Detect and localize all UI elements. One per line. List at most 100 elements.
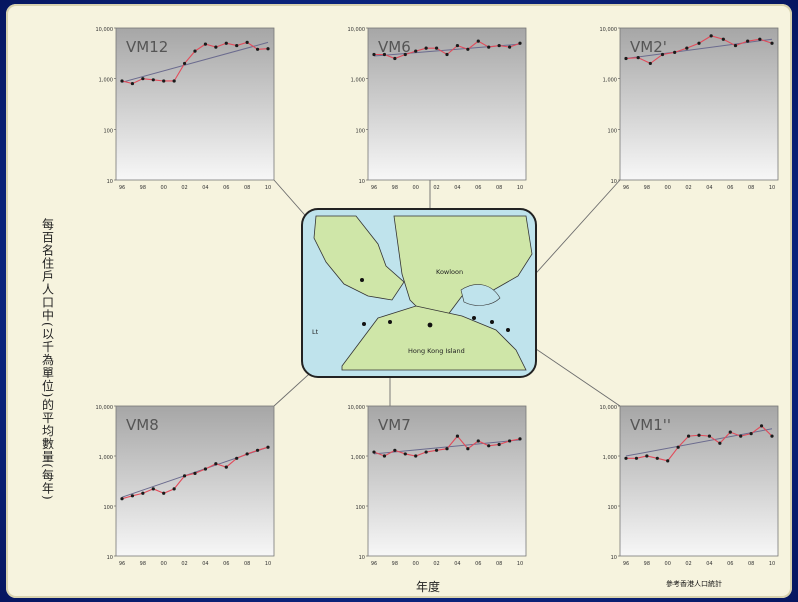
- data-point: [245, 40, 249, 44]
- y-tick-label: 1,000: [351, 455, 365, 461]
- data-point: [634, 456, 639, 460]
- x-tick-label: 04: [454, 185, 460, 191]
- data-point: [235, 456, 239, 460]
- y-tick-label: 10,000: [348, 27, 366, 33]
- data-point: [721, 37, 725, 41]
- chart-5: 10,000 1,000 100 10 96 98 00 02 04 06 08 10 VM7: [348, 405, 527, 567]
- x-tick-label: 00: [413, 561, 419, 567]
- x-tick-label: 08: [748, 561, 754, 567]
- chart-title: VM8: [126, 416, 159, 434]
- data-point: [182, 61, 187, 66]
- x-tick-label: 98: [140, 561, 146, 567]
- chart-1: 10,000 1,000 100 10 96 98 00 02 04 06 08 10 VM12: [96, 27, 275, 191]
- x-tick-label: 00: [665, 561, 671, 567]
- y-tick-label: 1,000: [99, 78, 113, 84]
- data-point: [676, 445, 680, 449]
- x-tick-label: 10: [517, 185, 523, 191]
- data-point: [497, 442, 501, 447]
- x-tick-label: 08: [496, 561, 502, 567]
- data-point: [445, 52, 449, 57]
- y-tick-label: 1,000: [351, 78, 365, 84]
- data-point: [141, 491, 145, 495]
- data-point: [245, 452, 249, 456]
- data-point: [235, 43, 239, 48]
- data-point: [224, 465, 228, 469]
- y-tick-label: 10,000: [96, 405, 114, 411]
- y-tick-label: 100: [103, 505, 113, 511]
- data-point: [372, 450, 376, 454]
- data-point: [393, 448, 397, 452]
- figure-canvas: Kowloon Hong Kong Island Lt 10,000 1,000 1…: [96, 27, 779, 567]
- x-tick-label: 02: [181, 561, 187, 567]
- data-point: [120, 79, 124, 83]
- x-tick-label: 08: [244, 185, 250, 191]
- data-point: [193, 471, 197, 475]
- data-point: [172, 79, 176, 83]
- x-tick-label: 00: [161, 561, 167, 567]
- x-tick-label: 02: [685, 185, 691, 191]
- x-tick-label: 96: [371, 185, 377, 191]
- data-point: [707, 434, 712, 438]
- x-axis-label: 年度: [416, 580, 441, 594]
- y-tick-label: 10,000: [600, 27, 618, 33]
- x-tick-label: 98: [644, 561, 650, 567]
- data-point: [746, 39, 750, 43]
- x-tick-label: 08: [244, 561, 250, 567]
- y-tick-label: 100: [355, 505, 365, 511]
- y-tick-label: 10: [611, 555, 617, 561]
- x-tick-label: 04: [202, 561, 208, 567]
- x-tick-label: 98: [140, 185, 146, 191]
- data-point: [162, 79, 166, 83]
- map-landmass-kowloon: [393, 215, 533, 321]
- data-point: [487, 444, 491, 448]
- data-point: [151, 78, 155, 82]
- data-point: [214, 462, 218, 466]
- source-credit: 參考香港人口統計: [666, 580, 722, 588]
- chart-2: 10,000 1,000 100 10 96 98 00 02 04 06 08 10 VM6: [348, 27, 527, 191]
- y-tick-label: 10,000: [348, 405, 366, 411]
- data-point: [466, 47, 470, 51]
- x-tick-label: 04: [706, 561, 712, 567]
- data-point: [758, 37, 762, 41]
- x-tick-label: 98: [392, 185, 398, 191]
- trend-line: [121, 41, 269, 83]
- data-point: [393, 56, 397, 61]
- data-point: [382, 454, 387, 458]
- data-point: [372, 52, 376, 57]
- chart-4: 10,000 1,000 100 10 96 98 00 02 04 06 08 10 VM8: [96, 405, 275, 567]
- data-point: [697, 41, 701, 45]
- data-point: [518, 41, 522, 45]
- x-tick-label: 02: [685, 561, 691, 567]
- x-tick-label: 96: [623, 561, 629, 567]
- data-point: [255, 47, 260, 51]
- data-point: [141, 77, 145, 81]
- data-point: [172, 487, 176, 491]
- x-tick-label: 06: [223, 561, 229, 567]
- data-point: [445, 447, 449, 451]
- chart-title: VM6: [378, 38, 411, 56]
- y-tick-label: 10,000: [600, 405, 618, 411]
- data-point: [624, 456, 628, 460]
- location-map: Kowloon Hong Kong Island Lt: [301, 208, 537, 378]
- chart-3: 10,000 1,000 100 10 96 98 00 02 04 06 08 10 VM2': [600, 27, 779, 191]
- data-point: [476, 439, 480, 443]
- x-tick-label: 06: [475, 561, 481, 567]
- x-tick-label: 06: [223, 185, 229, 191]
- content-panel: Kowloon Hong Kong Island Lt 10,000 1,000 1…: [6, 4, 792, 598]
- x-tick-label: 98: [392, 561, 398, 567]
- data-point: [685, 46, 689, 50]
- data-point: [455, 43, 460, 48]
- plot-area: [619, 405, 779, 557]
- data-point: [507, 439, 512, 443]
- x-tick-label: 10: [769, 185, 775, 191]
- map-coast-detail: [460, 284, 501, 306]
- chart-title: VM2': [630, 38, 667, 56]
- data-point: [382, 52, 387, 57]
- data-point: [648, 61, 652, 66]
- data-point: [487, 45, 491, 49]
- data-point: [214, 45, 218, 49]
- data-point: [466, 447, 470, 451]
- data-point: [728, 430, 732, 434]
- data-point: [130, 81, 135, 86]
- y-tick-label: 10: [107, 555, 113, 561]
